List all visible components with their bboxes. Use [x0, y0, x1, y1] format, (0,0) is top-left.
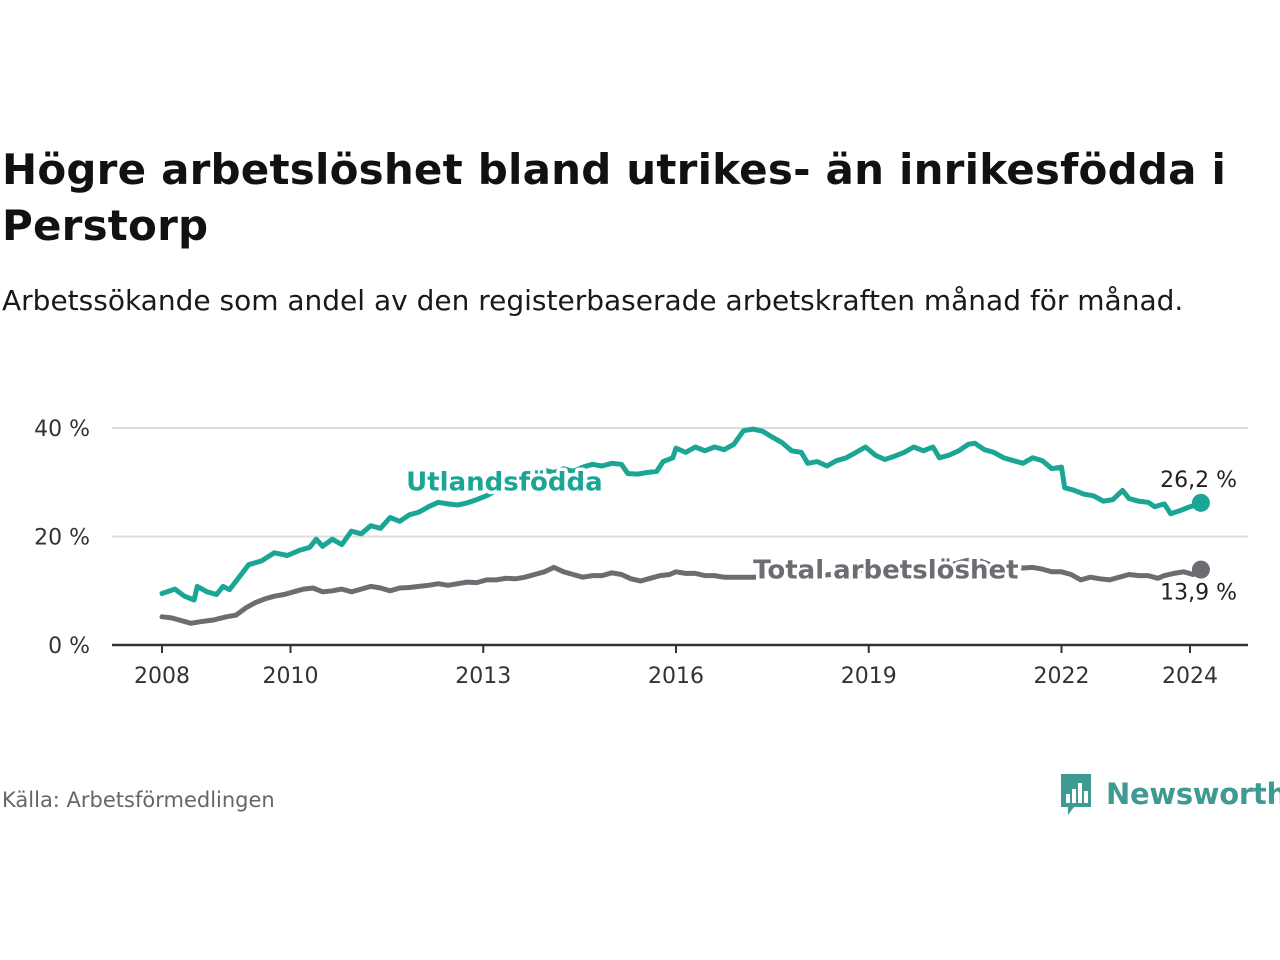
x-tick-label: 2019: [841, 664, 897, 689]
series-end-point: [1191, 493, 1210, 512]
series-label: Total arbetslöshet: [753, 555, 1018, 585]
line-chart: 0 % 20 % 40 % 2008 2010 2013 2016 2019 2022 2024…: [34, 417, 1248, 689]
end-value-label: 13,9 %: [1160, 581, 1237, 606]
series-labels: Utlandsfödda 26,2 % Total arbetslöshet 13,9…: [403, 464, 1240, 609]
series-line-total: [159, 556, 1204, 626]
source-note: Källa: Arbetsförmedlingen: [2, 788, 275, 812]
x-tick-label: 2010: [263, 664, 319, 689]
y-tick-label: 0 %: [48, 634, 90, 659]
series: [159, 426, 1210, 626]
grid: [112, 427, 1248, 538]
chart-title: Högre arbetslöshet bland utrikes- än inr…: [2, 145, 1227, 250]
series-label: Utlandsfödda: [406, 467, 603, 497]
x-axis-ticks: 2008 2010 2013 2016 2019 2022 2024: [112, 643, 1248, 689]
x-tick-label: 2022: [1034, 664, 1090, 689]
y-tick-label: 20 %: [34, 526, 90, 551]
end-value-label: 26,2 %: [1160, 468, 1237, 493]
x-tick-label: 2024: [1162, 664, 1218, 689]
x-tick-label: 2008: [134, 664, 190, 689]
brand-name: Newsworthy: [1106, 777, 1280, 811]
series-line-utlandsfodda: [159, 426, 1204, 603]
brand-logo: Newsworthy: [1058, 772, 1280, 816]
y-tick-label: 40 %: [34, 417, 90, 442]
series-end-point: [1191, 560, 1210, 579]
x-tick-label: 2016: [648, 664, 704, 689]
y-axis-ticks: 0 % 20 % 40 %: [34, 417, 90, 659]
chart-subtitle: Arbetssökande som andel av den registerb…: [2, 284, 1184, 317]
bar-chart-speech-bubble-icon: [1061, 774, 1091, 815]
x-tick-label: 2013: [455, 664, 511, 689]
